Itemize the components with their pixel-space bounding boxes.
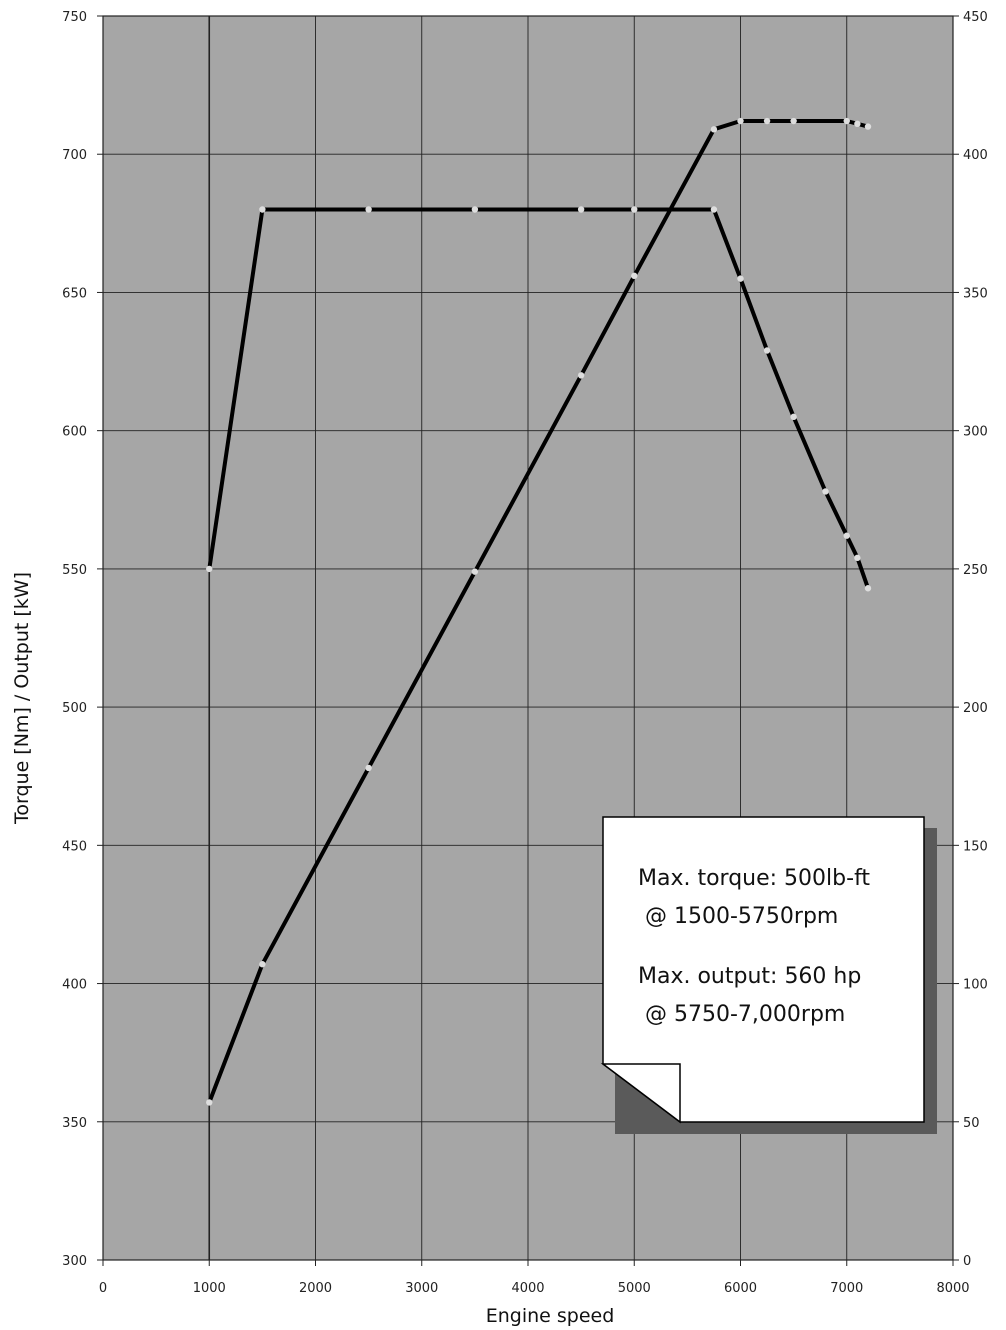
y-left-tick-label: 700	[62, 148, 87, 163]
data-point	[365, 764, 372, 772]
data-point	[864, 123, 872, 130]
x-tick-label: 2000	[299, 1281, 332, 1296]
y-right-tick-label: 250	[963, 563, 988, 578]
y-left-tick-label: 550	[62, 563, 87, 578]
y-right-tick-label: 300	[963, 425, 988, 440]
y-left-tick-label: 500	[62, 701, 87, 716]
data-point	[577, 206, 585, 213]
series-line-1	[207, 207, 870, 591]
y-axis-label: Torque [Nm] / Output [kW]	[11, 572, 33, 825]
data-point	[843, 117, 850, 125]
x-tick-label: 3000	[405, 1281, 438, 1296]
data-point	[710, 126, 718, 133]
data-point	[854, 554, 861, 562]
x-axis-label: Engine speed	[486, 1305, 615, 1327]
data-point	[763, 117, 771, 125]
annotation-fold	[600, 1063, 681, 1124]
data-point	[631, 206, 638, 213]
tick-labels: 0 1000 2000 3000 4000 5000 6000 7000 80003003504…	[62, 10, 988, 1296]
data-point	[631, 272, 638, 280]
y-left-tick-label: 450	[62, 839, 87, 854]
data-point	[577, 372, 585, 379]
y-left-tick-label: 400	[62, 978, 87, 993]
x-tick-label: 8000	[936, 1281, 969, 1296]
data-point	[790, 413, 797, 421]
data-point	[206, 565, 213, 573]
x-tick-label: 5000	[618, 1281, 651, 1296]
data-point	[737, 275, 744, 282]
data-point	[790, 117, 797, 125]
x-tick-label: 4000	[511, 1281, 544, 1296]
y-left-tick-label: 750	[62, 10, 87, 25]
y-right-tick-label: 100	[963, 978, 988, 993]
y-left-tick-label: 650	[62, 286, 87, 301]
data-point	[854, 120, 861, 128]
data-point	[206, 1099, 213, 1106]
data-point	[471, 206, 479, 213]
annotation-line-3: Max. output: 560 hp	[638, 964, 861, 989]
series-markers	[206, 117, 872, 1106]
data-point	[471, 568, 479, 575]
y-left-tick-label: 300	[62, 1254, 87, 1269]
y-right-tick-label: 50	[963, 1116, 980, 1131]
data-point	[822, 488, 829, 495]
data-point	[763, 347, 771, 354]
annotation-box	[602, 816, 925, 1123]
x-tick-label: 6000	[724, 1281, 757, 1296]
y-left-tick-label: 600	[62, 425, 87, 440]
annotation-line-4: @ 5750-7,000rpm	[638, 1002, 845, 1027]
y-right-tick-label: 450	[963, 10, 988, 25]
annotation-note: Max. torque: 500lb-ft @ 1500-5750rpm Max…	[600, 816, 937, 1134]
annotation-line-2: @ 1500-5750rpm	[638, 904, 838, 929]
x-tick-label: 0	[99, 1281, 107, 1296]
y-right-tick-label: 400	[963, 148, 988, 163]
y-right-tick-label: 200	[963, 701, 988, 716]
y-right-tick-label: 0	[963, 1254, 971, 1269]
x-tick-label: 7000	[830, 1281, 863, 1296]
data-point	[737, 117, 744, 125]
data-point	[259, 206, 266, 213]
annotation-line-1: Max. torque: 500lb-ft	[638, 866, 870, 891]
data-point	[365, 206, 372, 213]
x-tick-label: 1000	[193, 1281, 226, 1296]
y-right-tick-label: 350	[963, 286, 988, 301]
y-left-tick-label: 350	[62, 1116, 87, 1131]
data-point	[710, 206, 718, 213]
data-point	[259, 961, 266, 968]
y-right-tick-label: 150	[963, 839, 988, 854]
data-point	[843, 532, 850, 539]
data-point	[864, 585, 872, 592]
